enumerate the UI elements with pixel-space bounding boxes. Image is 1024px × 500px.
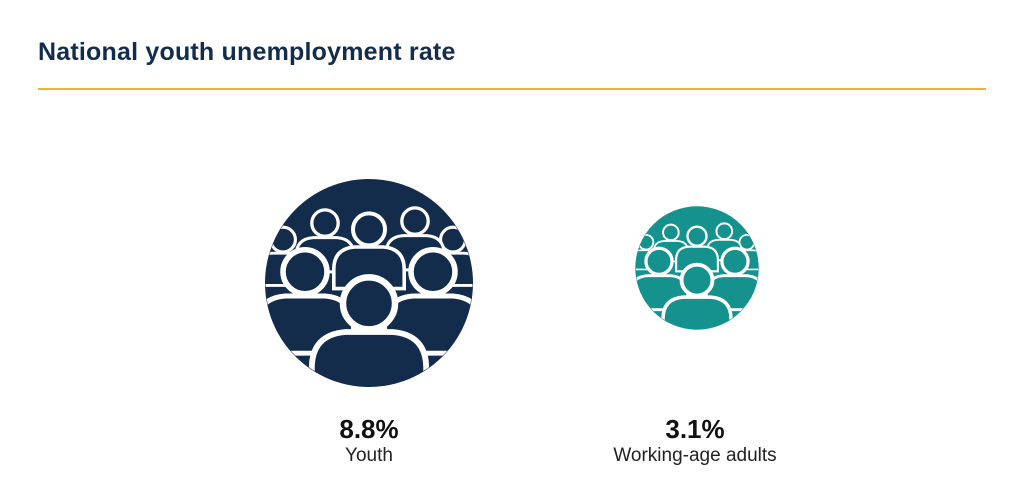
adults-label-block: 3.1% Working-age adults (565, 414, 825, 468)
adults-value-label: 3.1% (665, 414, 725, 444)
adults-category-label: Working-age adults (613, 445, 777, 466)
chart-title: National youth unemployment rate (38, 38, 456, 66)
title-divider (38, 88, 986, 90)
youth-value-label: 8.8% (339, 414, 399, 444)
youth-bubble (265, 179, 473, 387)
youth-label-block: 8.8% Youth (239, 414, 499, 468)
people-group-icon (635, 222, 759, 330)
people-group-icon (265, 206, 473, 387)
adults-bubble (635, 206, 759, 330)
youth-category-label: Youth (345, 445, 393, 466)
